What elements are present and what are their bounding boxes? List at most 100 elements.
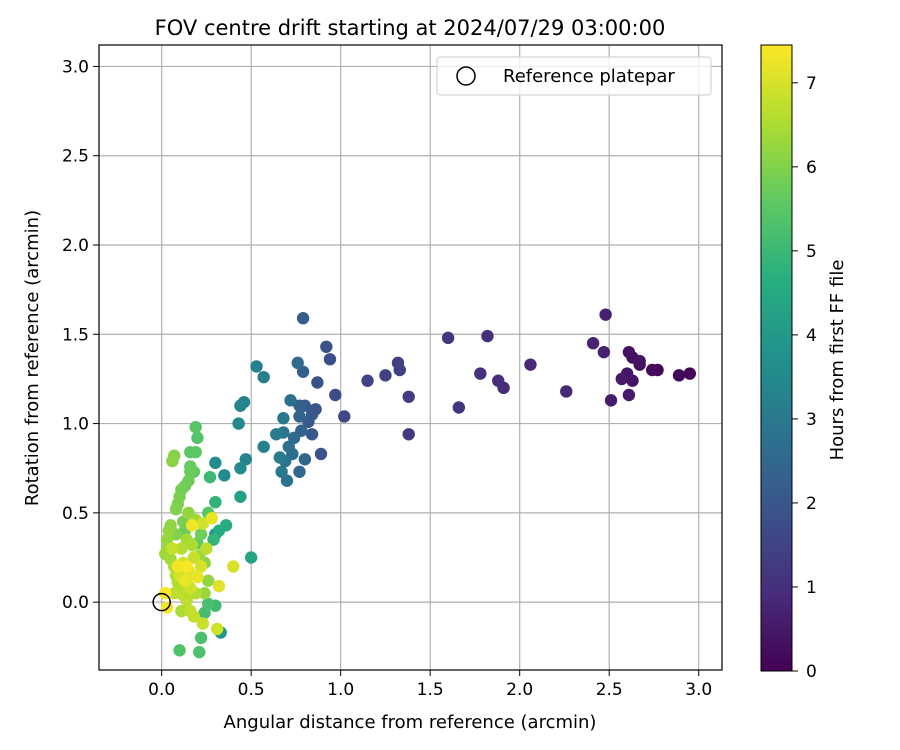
colorbar-tick-label: 7 xyxy=(806,74,817,94)
data-point xyxy=(189,420,202,434)
colorbar-ticks: 0 1 2 3 4 5 6 7 xyxy=(792,74,817,682)
data-point xyxy=(293,399,306,412)
data-point xyxy=(314,447,328,461)
data-point xyxy=(402,390,415,403)
data-point xyxy=(622,388,636,402)
data-point xyxy=(210,622,224,636)
y-axis-ticks: 0.0 0.5 1.0 1.5 2.0 2.5 3.0 xyxy=(62,57,99,613)
data-point xyxy=(560,385,573,398)
data-point xyxy=(194,528,208,541)
x-tick-label: 2.5 xyxy=(596,680,623,700)
data-point xyxy=(293,410,306,423)
data-point xyxy=(492,374,505,387)
data-point xyxy=(474,367,487,380)
data-point xyxy=(167,587,181,600)
data-point xyxy=(166,542,179,555)
chart-title: FOV centre drift starting at 2024/07/29 … xyxy=(155,16,666,40)
data-point xyxy=(604,394,618,407)
data-point xyxy=(178,574,192,587)
data-point xyxy=(615,372,628,386)
data-point xyxy=(202,597,215,611)
colorbar-tick-label: 5 xyxy=(806,242,817,262)
data-point xyxy=(175,542,188,555)
x-tick-label: 2.0 xyxy=(506,680,533,700)
data-point xyxy=(250,360,263,373)
colorbar-label: Hours from first FF file xyxy=(827,260,848,461)
data-point xyxy=(270,428,283,441)
data-point xyxy=(234,462,247,475)
data-point xyxy=(169,503,183,516)
data-point xyxy=(212,524,226,537)
data-point xyxy=(284,394,297,407)
data-point xyxy=(218,469,231,482)
data-point xyxy=(185,519,199,532)
data-point xyxy=(379,369,392,382)
data-point xyxy=(234,399,247,412)
data-point xyxy=(633,354,646,368)
data-point xyxy=(329,388,342,402)
data-point xyxy=(198,587,211,600)
data-point xyxy=(683,367,696,380)
data-point xyxy=(282,440,295,453)
y-tick-label: 2.5 xyxy=(62,147,89,167)
data-point xyxy=(361,374,374,387)
data-point xyxy=(166,454,179,468)
data-point xyxy=(302,415,315,428)
data-point xyxy=(239,453,252,466)
data-point xyxy=(296,312,310,325)
x-tick-label: 1.0 xyxy=(327,680,354,700)
data-point xyxy=(187,610,201,623)
data-point xyxy=(173,644,186,657)
data-point xyxy=(175,604,188,618)
x-tick-label: 0.0 xyxy=(148,680,175,700)
data-point xyxy=(452,401,466,414)
data-point xyxy=(209,495,222,509)
data-point xyxy=(232,417,245,430)
data-point xyxy=(207,533,220,546)
legend-marker-circle xyxy=(456,66,476,86)
legend: Reference platepar xyxy=(436,56,712,96)
data-point xyxy=(338,410,351,423)
data-point xyxy=(189,445,202,459)
y-tick-label: 1.0 xyxy=(62,415,89,435)
data-point xyxy=(323,353,337,366)
data-point xyxy=(305,428,319,441)
data-point xyxy=(481,329,494,343)
data-point xyxy=(180,560,193,573)
data-point xyxy=(441,331,455,345)
data-point xyxy=(402,428,415,441)
colorbar-tick-label: 2 xyxy=(806,494,817,514)
data-point xyxy=(191,431,204,445)
reference-platepar-marker xyxy=(152,592,171,612)
data-point xyxy=(200,542,213,555)
data-point xyxy=(645,363,659,377)
data-point xyxy=(597,345,611,359)
data-point xyxy=(599,308,612,321)
data-point xyxy=(257,370,270,384)
data-point xyxy=(191,570,204,584)
data-point xyxy=(244,551,258,564)
data-point xyxy=(586,337,600,350)
data-point xyxy=(622,345,636,359)
data-point xyxy=(202,574,215,587)
y-tick-label: 0.0 xyxy=(62,593,89,613)
data-point xyxy=(185,538,199,552)
data-points xyxy=(159,308,696,659)
data-point xyxy=(160,601,174,614)
colorbar-tick-label: 6 xyxy=(806,158,817,178)
data-point xyxy=(180,594,193,607)
colorbar: 0 1 2 3 4 5 6 7 Hours from first FF file xyxy=(760,44,848,682)
data-point xyxy=(291,356,304,370)
x-tick-label: 0.5 xyxy=(238,680,265,700)
legend-box xyxy=(436,56,712,96)
data-point xyxy=(296,365,310,378)
x-axis-label: Angular distance from reference (arcmin) xyxy=(224,712,597,733)
data-point xyxy=(193,645,206,659)
data-point xyxy=(205,512,218,525)
data-point xyxy=(187,551,201,564)
data-point xyxy=(196,517,210,530)
data-point xyxy=(320,340,333,353)
data-point xyxy=(203,470,217,484)
data-point xyxy=(311,376,324,389)
